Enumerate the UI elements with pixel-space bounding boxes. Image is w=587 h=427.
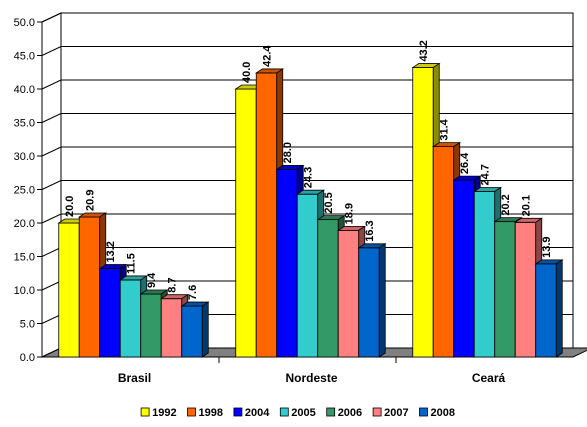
x-category-label: Brasil [118, 371, 151, 385]
bar-front [473, 191, 496, 358]
legend-label: 2007 [384, 407, 408, 419]
bar-front [235, 88, 257, 358]
legend-swatch [326, 407, 336, 417]
bar-side [378, 243, 386, 358]
data-label: 11.5 [126, 253, 138, 274]
y-tick-label: 0.0 [20, 352, 35, 364]
y-tick-label: 5.0 [20, 319, 35, 331]
data-label: 16.3 [364, 220, 376, 241]
bar-side [201, 301, 209, 358]
data-label: 24.7 [480, 164, 492, 185]
legend-label: 1998 [199, 407, 223, 419]
bar-front [337, 229, 360, 358]
data-label: 20.1 [521, 195, 533, 216]
data-label: 20.0 [64, 196, 76, 217]
y-tick-label: 50.0 [14, 17, 35, 29]
legend-swatch [187, 407, 196, 417]
y-tick-label: 30.0 [14, 151, 35, 163]
bar-front [494, 221, 516, 358]
legend-swatch [419, 407, 428, 417]
legend-label: 2008 [431, 407, 455, 419]
bar-front [78, 216, 101, 358]
bar-front [181, 305, 203, 358]
bar-front [514, 221, 537, 358]
gridline [41, 213, 573, 224]
gridline [41, 113, 573, 123]
data-label: 43.2 [418, 40, 430, 61]
gridline [41, 46, 573, 56]
data-label: 7.6 [187, 285, 199, 300]
bar-front [140, 293, 162, 358]
bar-front [296, 193, 319, 358]
bar-front [99, 268, 121, 358]
bar-2008-Brasil [180, 301, 210, 358]
bar-side [555, 259, 563, 358]
bar-front [160, 298, 183, 358]
legend-label: 1992 [152, 407, 176, 419]
bar-front [432, 146, 455, 358]
y-tick-label: 15.0 [14, 252, 35, 264]
data-label: 8.7 [167, 277, 179, 292]
x-category-label: Ceará [472, 371, 506, 385]
gridline [41, 79, 573, 90]
bar-front [535, 263, 557, 358]
data-label: 28.0 [282, 142, 294, 163]
data-label: 42.4 [262, 45, 274, 67]
legend: 1992 1998 2004 2005 2006 2007 2008 [140, 407, 455, 419]
legend-label: 2005 [291, 407, 315, 419]
y-tick-label: 25.0 [14, 185, 35, 197]
bar-front [412, 67, 434, 358]
y-tick-label: 40.0 [14, 84, 35, 96]
data-label: 20.2 [500, 194, 512, 215]
x-category-label: Nordeste [285, 371, 337, 385]
y-tick-label: 45.0 [14, 51, 35, 63]
bar-front [119, 279, 142, 358]
bar-front [453, 179, 475, 358]
legend-swatch [140, 407, 150, 417]
bar-front [255, 72, 278, 358]
data-label: 20.5 [323, 192, 335, 213]
y-tick-label: 20.0 [14, 218, 35, 230]
data-label: 9.4 [146, 272, 158, 288]
bar-front [317, 219, 339, 358]
bar-front [276, 168, 298, 358]
bar-2008-Nordeste [357, 243, 387, 358]
data-label: 40.0 [241, 62, 253, 83]
y-tick-label: 10.0 [14, 285, 35, 297]
legend-label: 2004 [245, 407, 270, 419]
data-label: 13.2 [105, 241, 117, 262]
gridline [41, 146, 573, 157]
y-tick-label: 35.0 [14, 118, 35, 130]
data-label: 18.9 [344, 203, 356, 224]
data-label: 31.4 [439, 118, 451, 140]
bar-front [58, 222, 80, 358]
data-label: 24.3 [303, 167, 315, 188]
gridline [41, 180, 573, 190]
bar-front [358, 247, 380, 358]
legend-swatch [372, 407, 382, 417]
legend-label: 2006 [338, 407, 362, 419]
gridline [41, 12, 573, 23]
data-label: 13.9 [541, 236, 553, 257]
legend-swatch [279, 407, 289, 417]
data-label: 26.4 [459, 152, 471, 174]
data-label: 20.9 [85, 190, 97, 211]
legend-swatch [233, 407, 243, 417]
bar-2008-Ceará [534, 259, 564, 358]
